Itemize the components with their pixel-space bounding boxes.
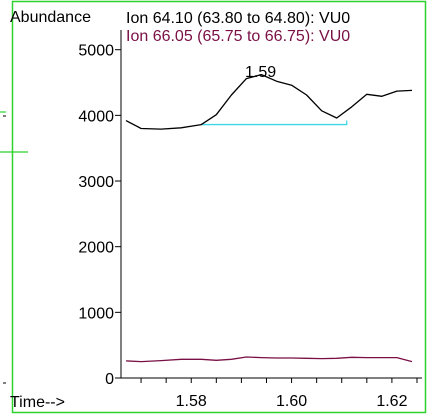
chart-frame bbox=[11, 0, 427, 414]
peak-retention-label: 1.59 bbox=[245, 64, 277, 81]
series-2-label: Ion 66.05 (65.75 to 66.75): VU0 bbox=[126, 28, 351, 45]
series-1-line bbox=[125, 73, 413, 130]
x-axis-title: Time--> bbox=[10, 394, 65, 411]
x-tick-label: 1.58 bbox=[176, 393, 207, 410]
y-tick-label: 0 bbox=[105, 371, 114, 388]
series-layer bbox=[125, 73, 413, 363]
x-tick-label: 1.62 bbox=[376, 393, 407, 410]
y-ticks: 0 1000 2000 3000 4000 5000 bbox=[78, 43, 121, 388]
y-tick-label: 4000 bbox=[78, 108, 114, 125]
x-ticks: 1.58 1.60 1.62 bbox=[140, 378, 418, 410]
y-tick-label: 3000 bbox=[78, 174, 114, 191]
x-tick-label: 1.60 bbox=[276, 393, 307, 410]
y-tick-label: 5000 bbox=[78, 43, 114, 60]
integration-baseline bbox=[201, 120, 348, 126]
y-tick-label: 1000 bbox=[78, 305, 114, 322]
edge-marks bbox=[0, 111, 28, 384]
y-axis-title: Abundance bbox=[10, 9, 91, 26]
series-2-line bbox=[125, 356, 413, 363]
y-tick-label: 2000 bbox=[78, 240, 114, 257]
series-1-label: Ion 64.10 (63.80 to 64.80): VU0 bbox=[126, 10, 351, 27]
